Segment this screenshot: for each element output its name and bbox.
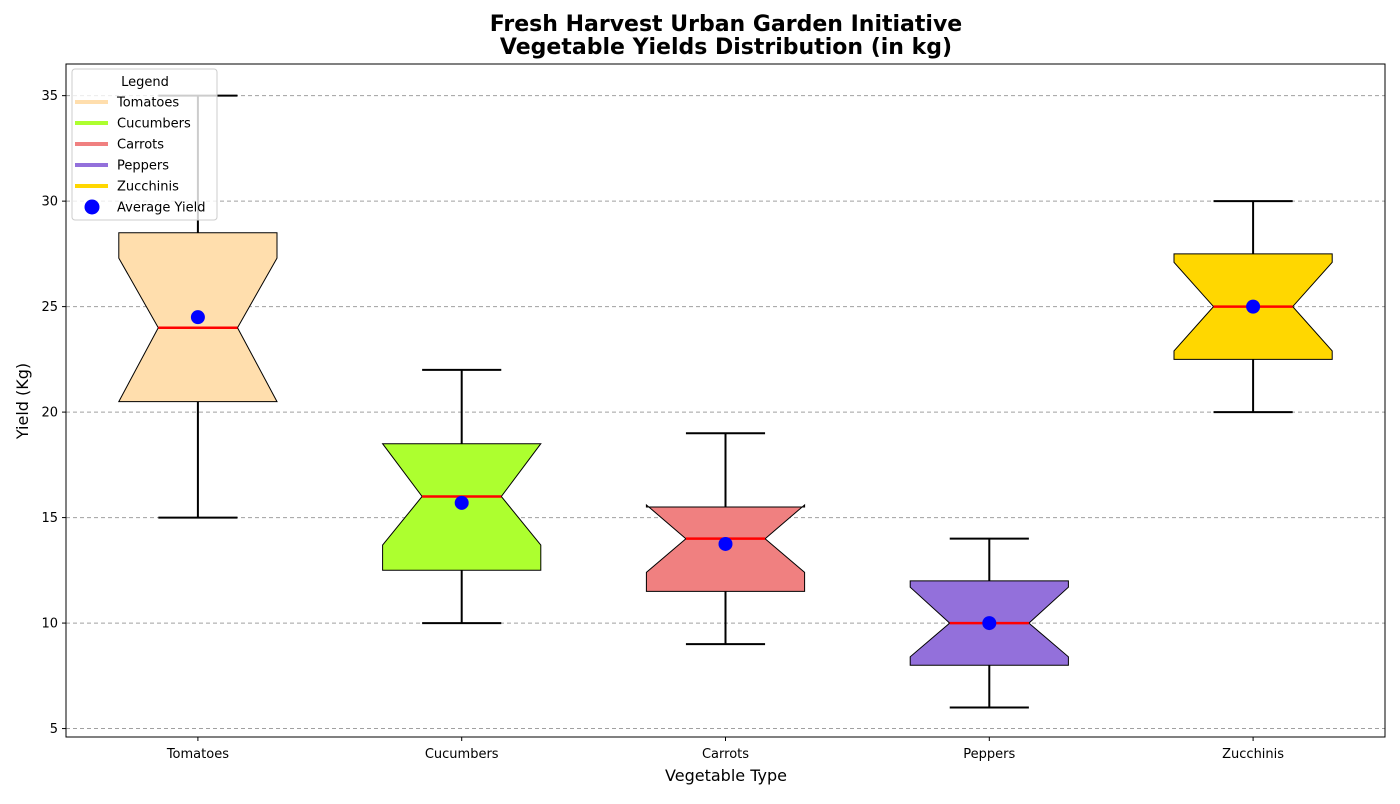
box-group-carrots — [645, 432, 806, 646]
legend: Legend Tomatoes Cucumbers Carrots Peppers Zu… — [71, 68, 218, 221]
legend-entries: Tomatoes Cucumbers Carrots Peppers Zucchinis… — [75, 96, 205, 216]
legend-label: Carrots — [117, 138, 164, 153]
mean-marker — [190, 310, 205, 325]
x-tick-label: Tomatoes — [166, 747, 229, 762]
y-ticks: 5 10 15 20 25 30 35 — [41, 89, 66, 737]
x-axis-label: Vegetable Type — [665, 766, 787, 785]
y-tick-label: 5 — [50, 722, 58, 737]
box-group-peppers — [909, 537, 1069, 709]
mean-marker — [454, 495, 469, 510]
legend-entry: Peppers — [75, 159, 169, 174]
x-ticks: Tomatoes Cucumbers Carrots Peppers Zucchinis — [166, 737, 1284, 762]
y-axis-label: Yield (Kg) — [13, 363, 32, 440]
x-tick-label: Carrots — [702, 747, 749, 762]
mean-marker — [718, 536, 733, 551]
x-tick-label: Zucchinis — [1222, 747, 1284, 762]
legend-title: Legend — [121, 75, 169, 90]
x-tick-label: Cucumbers — [425, 747, 499, 762]
box-group-zucchinis — [1173, 200, 1333, 414]
y-tick-label: 20 — [41, 406, 58, 421]
legend-frame — [71, 68, 218, 221]
legend-label: Cucumbers — [117, 117, 191, 132]
mean-marker — [982, 616, 997, 631]
legend-label: Peppers — [117, 159, 169, 174]
chart-title-line-2: Vegetable Yields Distribution (in kg) — [500, 35, 952, 60]
legend-entry: Carrots — [75, 138, 164, 153]
y-tick-label: 25 — [41, 300, 58, 315]
y-tick-label: 35 — [41, 89, 58, 104]
legend-label: Zucchinis — [117, 180, 179, 195]
legend-entry: Cucumbers — [75, 117, 191, 132]
legend-entry: Average Yield — [84, 199, 205, 216]
legend-label: Average Yield — [117, 201, 205, 216]
x-tick-label: Peppers — [963, 747, 1015, 762]
boxes-layer — [117, 94, 1333, 709]
y-tick-label: 30 — [41, 195, 58, 210]
chart-title-line-1: Fresh Harvest Urban Garden Initiative — [490, 12, 962, 37]
legend-label: Tomatoes — [116, 96, 179, 111]
y-tick-label: 10 — [41, 617, 58, 632]
legend-entry: Tomatoes — [75, 96, 179, 111]
y-tick-label: 15 — [41, 511, 58, 526]
mean-marker — [1246, 299, 1261, 314]
box-group-cucumbers — [381, 368, 542, 625]
legend-entry: Zucchinis — [75, 180, 179, 195]
legend-dot-swatch — [84, 199, 100, 215]
